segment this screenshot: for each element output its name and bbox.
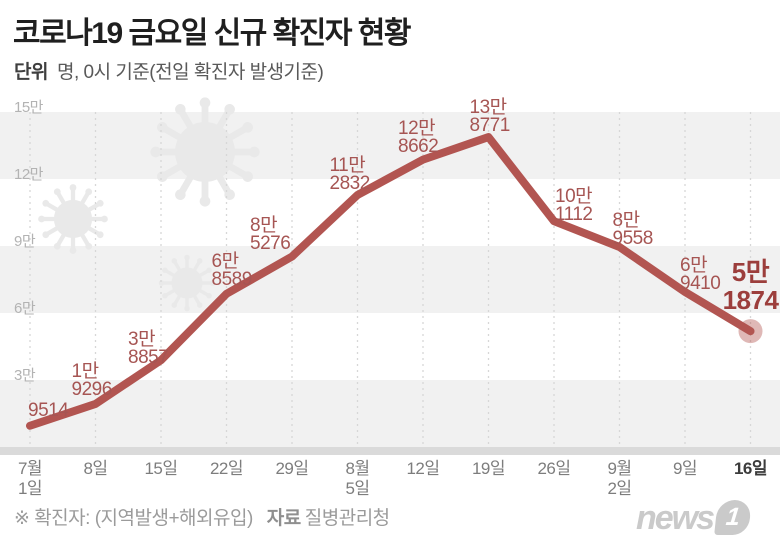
trend-line <box>26 133 755 430</box>
x-axis-bar <box>0 447 780 455</box>
page-title: 코로나19 금요일 신규 확진자 현황 <box>13 17 412 50</box>
source-label: 자료 <box>266 508 301 529</box>
news1-logo-badge-icon: 1 <box>714 500 752 535</box>
news1-logo-word: news <box>636 499 715 537</box>
footnote: ※ 확진자: (지역발생+해외유입) 자료 질병관리청 <box>14 503 390 530</box>
unit-label: 단위 <box>14 62 48 83</box>
news1-logo: news 1 <box>636 499 752 537</box>
footnote-text: ※ 확진자: (지역발생+해외유입) <box>14 508 253 529</box>
source-text: 질병관리청 <box>304 508 390 529</box>
chart-subtitle: 단위 명, 0시 기준(전일 확진자 발생기준) <box>14 57 324 84</box>
unit-text: 명, 0시 기준(전일 확진자 발생기준) <box>56 62 324 83</box>
